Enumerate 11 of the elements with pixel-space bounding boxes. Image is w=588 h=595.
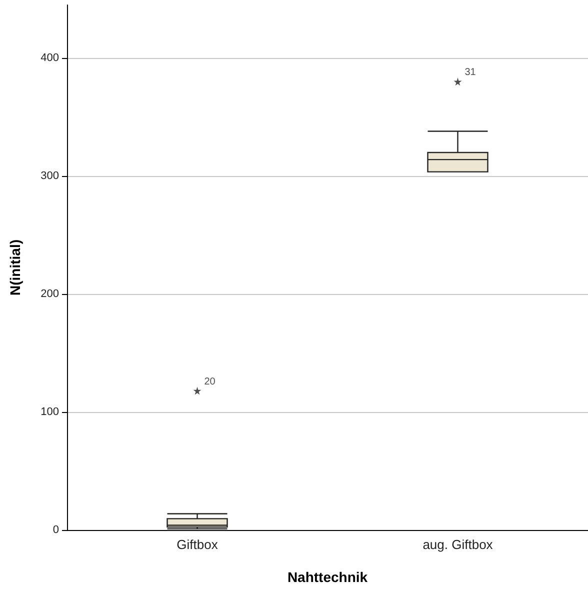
annotation: 31 <box>464 67 476 78</box>
annotation: 20 <box>204 376 216 388</box>
x-axis-title: Nahttechnik <box>287 569 368 585</box>
x-tick-label: aug. Giftbox <box>422 537 494 552</box>
x-tick-label: Giftbox <box>176 537 218 552</box>
y-tick-label: 100 <box>40 406 59 418</box>
y-tick-label: 300 <box>40 170 59 182</box>
y-tick-label: 0 <box>52 524 59 536</box>
y-tick-label: 200 <box>40 288 59 300</box>
y-axis-title: N(initial) <box>7 240 23 296</box>
y-tick-label: 400 <box>40 52 59 64</box>
